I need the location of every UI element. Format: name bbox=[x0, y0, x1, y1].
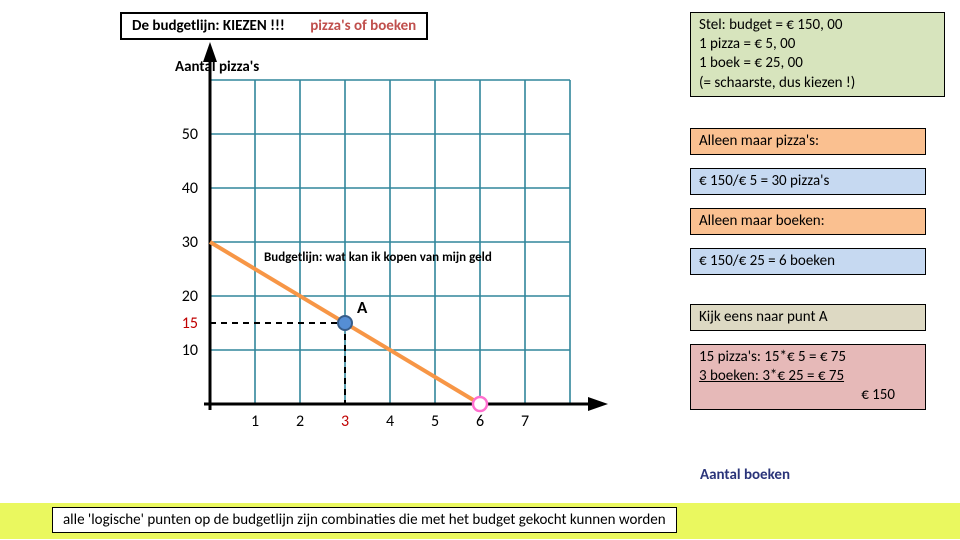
svg-text:1: 1 bbox=[251, 412, 259, 431]
svg-text:6: 6 bbox=[476, 412, 484, 431]
svg-text:10: 10 bbox=[182, 341, 198, 360]
bottom-bar: alle 'logische' punten op de budgetlijn … bbox=[0, 503, 960, 539]
b7-l3: € 150 bbox=[699, 386, 917, 405]
svg-text:A: A bbox=[357, 297, 368, 318]
box-books-only: Alleen maar boeken: bbox=[690, 208, 926, 235]
b7-l2: 3 boeken: 3*€ 25 = € 75 bbox=[699, 367, 917, 386]
y-axis-label: Aantal pizza's bbox=[175, 58, 259, 76]
budgetlijn-caption: Budgetlijn: wat kan ik kopen van mijn ge… bbox=[264, 250, 492, 265]
svg-text:15: 15 bbox=[182, 314, 198, 333]
stel-box: Stel: budget = € 150, 00 1 pizza = € 5, … bbox=[690, 12, 945, 97]
svg-text:4: 4 bbox=[386, 412, 394, 431]
box-pointA-hint: Kijk eens naar punt A bbox=[690, 304, 926, 331]
b7-l1: 15 pizza's: 15*€ 5 = € 75 bbox=[699, 348, 917, 367]
svg-text:20: 20 bbox=[182, 287, 198, 306]
title-part2: pizza's of boeken bbox=[310, 17, 416, 35]
x-axis-label: Aantal boeken bbox=[700, 466, 790, 484]
title-box: De budgetlijn: KIEZEN !!! pizza's of boe… bbox=[120, 12, 428, 40]
box-books-calc: € 150/€ 25 = 6 boeken bbox=[690, 248, 926, 275]
box-pointA-calc: 15 pizza's: 15*€ 5 = € 75 3 boeken: 3*€ … bbox=[690, 344, 926, 410]
chart-svg: 1015203040501234567A bbox=[210, 80, 605, 450]
stel-l4: (= schaarste, dus kiezen !) bbox=[699, 74, 936, 93]
bottom-caption: alle 'logische' punten op de budgetlijn … bbox=[52, 507, 677, 533]
svg-text:30: 30 bbox=[182, 233, 198, 252]
svg-text:5: 5 bbox=[431, 412, 439, 431]
stel-l2: 1 pizza = € 5, 00 bbox=[699, 35, 936, 54]
budget-chart: 1015203040501234567A bbox=[210, 80, 605, 450]
stel-l1: Stel: budget = € 150, 00 bbox=[699, 16, 936, 35]
svg-text:40: 40 bbox=[182, 179, 198, 198]
svg-text:3: 3 bbox=[341, 412, 349, 431]
svg-text:7: 7 bbox=[521, 412, 529, 431]
box-pizzas-calc: € 150/€ 5 = 30 pizza's bbox=[690, 168, 926, 195]
svg-text:2: 2 bbox=[296, 412, 304, 431]
box-pizzas-only: Alleen maar pizza's: bbox=[690, 128, 926, 155]
title-part1: De budgetlijn: KIEZEN !!! bbox=[132, 17, 285, 35]
svg-text:50: 50 bbox=[182, 125, 198, 144]
stel-l3: 1 boek = € 25, 00 bbox=[699, 54, 936, 73]
